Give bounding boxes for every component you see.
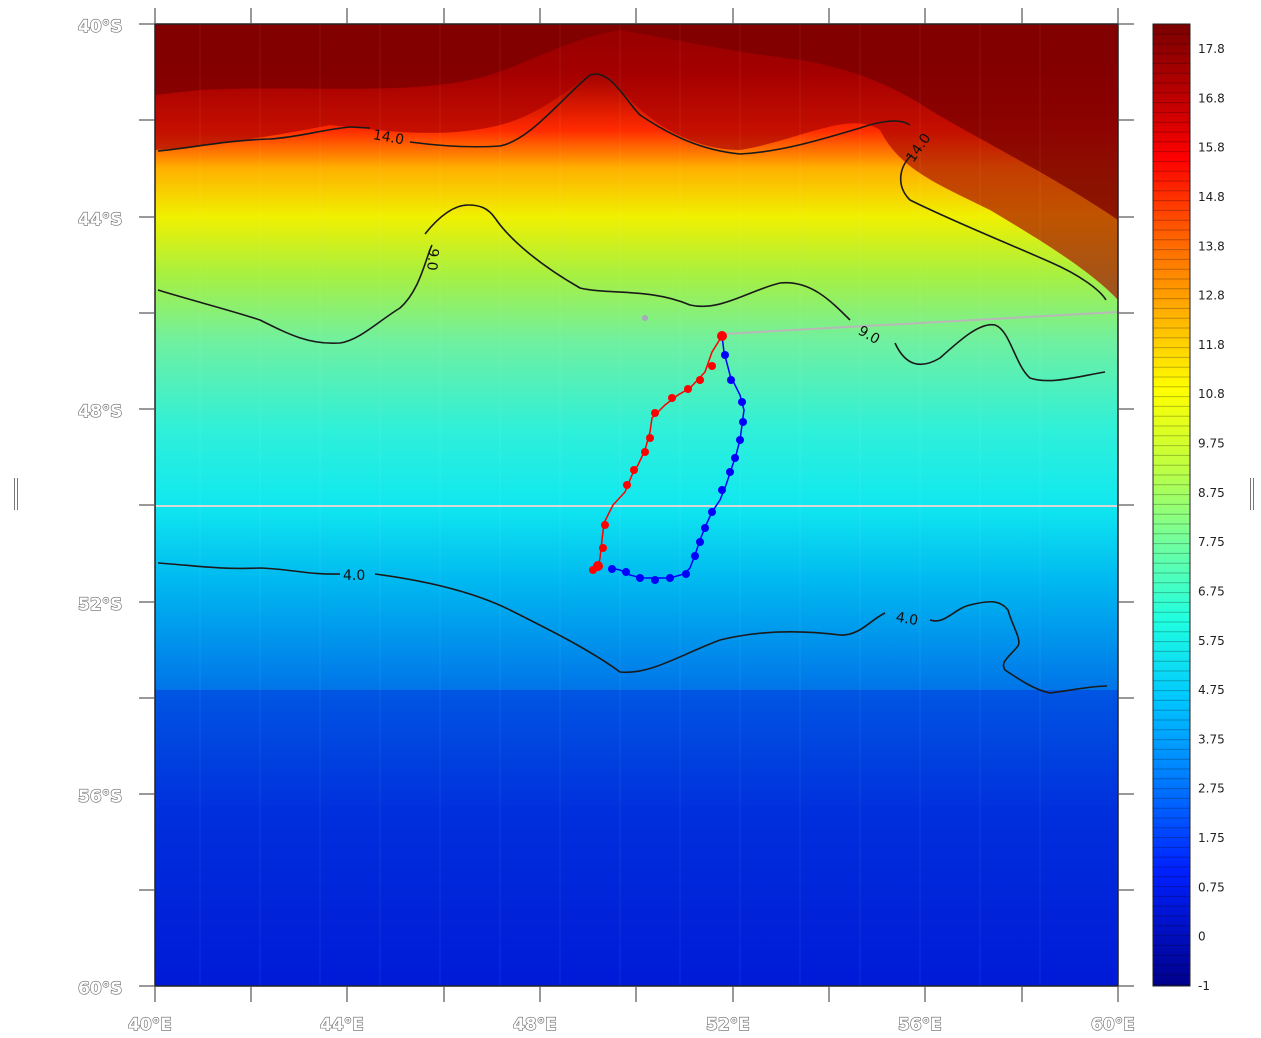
colorbar-tick-label: 13.8 [1198, 239, 1225, 253]
lat-label: 60°S [78, 979, 122, 999]
colorbar-tick-label: 0 [1198, 930, 1206, 944]
colorbar-tick-label: -1 [1198, 979, 1210, 993]
contour-label-14: 14.0 [372, 127, 405, 148]
contour-14-west [157, 73, 911, 155]
colorbar-tick-label: 4.75 [1198, 683, 1225, 697]
temperature-field [155, 24, 1118, 986]
lat-label: 56°S [78, 787, 122, 807]
right-margin-mark [1250, 478, 1254, 510]
contour-9 [157, 204, 1106, 382]
colorbar-tick-label: 7.75 [1198, 535, 1225, 549]
marker-dot [642, 315, 648, 321]
longitude-labels: 40°E 44°E 48°E 52°E 56°E 60°E [127, 1014, 1135, 1035]
colorbar: 17.8 16.8 15.8 14.8 13.8 12.8 11.8 10.8 9.75 8.75… [1152, 23, 1225, 993]
colorbar-tick-label: 3.75 [1198, 732, 1225, 746]
lon-label: 44°E [320, 1015, 364, 1035]
contour-label-4: 4.0 [343, 568, 365, 584]
colorbar-tick-label: 17.8 [1198, 42, 1225, 56]
colorbar-tick-label: 15.8 [1198, 141, 1225, 155]
colorbar-tick-label: 10.8 [1198, 387, 1225, 401]
latitude-labels: 40°S 44°S 48°S 52°S 56°S 60°S [77, 16, 123, 999]
axis-ticks [139, 8, 1134, 1002]
lat-label: 44°S [78, 210, 122, 230]
colorbar-tick-label: 1.75 [1198, 831, 1225, 845]
colorbar-tick-label: 2.75 [1198, 782, 1225, 796]
colorbar-tick-label: 11.8 [1198, 338, 1225, 352]
lon-label: 60°E [1091, 1015, 1135, 1035]
colorbar-tick-label: 9.75 [1198, 437, 1225, 451]
colorbar-tick-label: 14.8 [1198, 190, 1225, 204]
contour-lines [157, 73, 1108, 694]
contour-label-4: 4.0 [895, 610, 920, 630]
contour-14-east [900, 154, 1107, 301]
lat-label: 40°S [78, 17, 122, 37]
colorbar-tick-label: 8.75 [1198, 486, 1225, 500]
blue-track-points [608, 351, 747, 584]
lon-label: 48°E [513, 1015, 557, 1035]
colorbar-tick-label: 5.75 [1198, 634, 1225, 648]
colorbar-tick-label: 0.75 [1198, 880, 1225, 894]
float-tracks [589, 315, 747, 584]
lon-label: 52°E [706, 1015, 750, 1035]
colorbar-tick-label: 6.75 [1198, 584, 1225, 598]
contour-label-9: 9.0 [423, 248, 441, 272]
lon-label: 40°E [128, 1015, 172, 1035]
left-margin-mark [14, 478, 18, 510]
colorbar-tick-label: 16.8 [1198, 91, 1225, 105]
red-track-points [589, 331, 727, 574]
colorbar-tick-label: 12.8 [1198, 289, 1225, 303]
lon-label: 56°E [898, 1015, 942, 1035]
lat-label: 52°S [78, 595, 122, 615]
lat-label: 48°S [78, 402, 122, 422]
contour-4-west [157, 562, 1108, 694]
